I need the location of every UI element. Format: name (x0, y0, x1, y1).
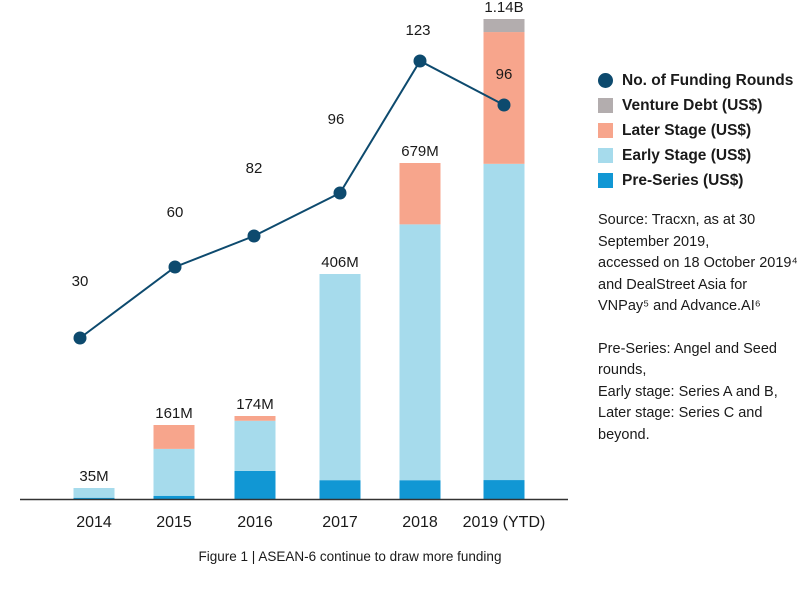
bar-total-label: 679M (401, 143, 439, 160)
source-note: Source: Tracxn, as at 30 September 2019,… (598, 212, 798, 314)
funding-rounds-point (497, 98, 511, 112)
bar-total-label: 161M (155, 405, 193, 422)
legend-circle-marker (598, 73, 613, 88)
funding-rounds-point (73, 331, 87, 345)
bar-segment-venture-debt-us (483, 19, 525, 33)
bar-total-label: 406M (321, 254, 359, 271)
bar-segment-early-stage-us (399, 224, 441, 481)
x-tick-label: 2016 (237, 514, 273, 531)
legend-label: Venture Debt (US$) (622, 96, 763, 114)
bar-segment-early-stage-us (319, 274, 361, 481)
chart-notes: Source: Tracxn, as at 30 September 2019,… (598, 210, 798, 467)
figure-caption: Figure 1 | ASEAN-6 continue to draw more… (198, 549, 502, 564)
funding-rounds-label: 60 (167, 204, 184, 221)
x-tick-label: 2018 (402, 514, 438, 531)
legend-swatch (598, 123, 613, 138)
bars-group (73, 19, 525, 499)
bar-total-label: 1.14B (484, 0, 523, 16)
definitions-note: Pre-Series: Angel and Seed rounds, Early… (598, 340, 778, 443)
funding-rounds-label: 82 (246, 160, 263, 177)
x-tick-label: 2017 (322, 514, 358, 531)
legend-swatch (598, 98, 613, 113)
legend-item: No. of Funding Rounds (598, 68, 793, 93)
bar-segment-pre-series-us (483, 480, 525, 499)
funding-rounds-label: 30 (72, 273, 89, 290)
legend-label: Early Stage (US$) (622, 146, 752, 164)
legend-swatch (598, 148, 613, 163)
funding-rounds-point (413, 54, 427, 68)
legend: No. of Funding Rounds Venture Debt (US$) L… (598, 68, 793, 193)
funding-rounds-label: 96 (328, 111, 345, 128)
funding-rounds-label: 123 (405, 22, 430, 39)
bar-segment-early-stage-us (73, 488, 115, 498)
bar-segment-later-stage-us (153, 425, 195, 449)
legend-label: Pre-Series (US$) (622, 171, 744, 189)
x-tick-labels: 2014 2015 2016 2017 2018 2019 (YTD) (76, 514, 545, 531)
bar-segment-later-stage-us (234, 416, 276, 421)
legend-swatch (598, 173, 613, 188)
bar-segment-early-stage-us (153, 448, 195, 496)
bar-segment-pre-series-us (234, 470, 276, 499)
bar-segment-pre-series-us (73, 497, 115, 499)
legend-item: Venture Debt (US$) (598, 93, 793, 118)
bar-segment-early-stage-us (234, 420, 276, 471)
funding-rounds-label: 96 (496, 66, 513, 83)
legend-item: Pre-Series (US$) (598, 168, 793, 193)
bar-total-labels: 35M 161M 174M 406M 679M 1.14B (79, 0, 523, 485)
bar-segment-pre-series-us (319, 480, 361, 499)
legend-item: Later Stage (US$) (598, 118, 793, 143)
bar-segment-later-stage-us (399, 163, 441, 225)
legend-item: Early Stage (US$) (598, 143, 793, 168)
x-tick-label: 2014 (76, 514, 112, 531)
bar-segment-early-stage-us (483, 163, 525, 481)
funding-rounds-line-group: 30 60 82 96 123 96 (72, 22, 513, 345)
funding-rounds-point (333, 186, 347, 200)
x-tick-label: 2015 (156, 514, 192, 531)
legend-label: Later Stage (US$) (622, 121, 752, 139)
funding-rounds-line (79, 59, 505, 339)
bar-segment-pre-series-us (153, 495, 195, 499)
bar-total-label: 174M (236, 396, 274, 413)
x-tick-label: 2019 (YTD) (463, 514, 546, 531)
bar-total-label: 35M (79, 468, 108, 485)
bar-segment-pre-series-us (399, 480, 441, 499)
funding-rounds-point (247, 229, 261, 243)
funding-chart: 2014 2015 2016 2017 2018 2019 (YTD) 35M 161M 17… (20, 0, 568, 531)
funding-rounds-point (168, 260, 182, 274)
legend-label: No. of Funding Rounds (622, 71, 794, 89)
